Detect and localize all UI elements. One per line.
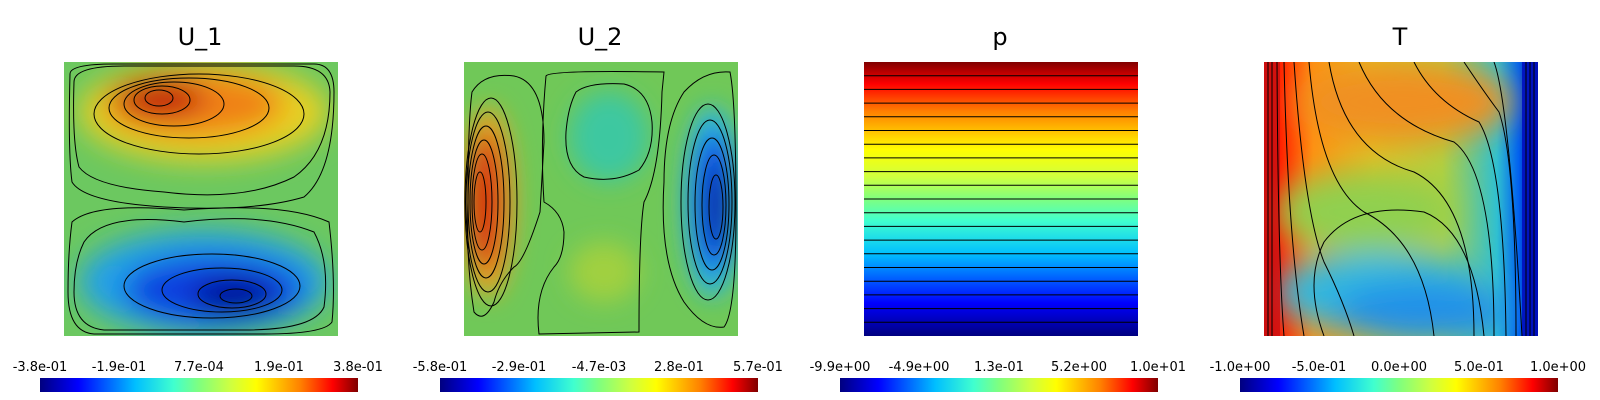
colorbar-tick: -1.9e-01 <box>91 360 147 375</box>
colorbar-tick: 1.0e+00 <box>1529 360 1587 375</box>
colorbar-tick: -1.0e+00 <box>1209 360 1271 375</box>
panel-title: U_1 <box>177 23 223 51</box>
colorbar-tick: 5.2e+00 <box>1050 360 1108 375</box>
colorbar-tick: -4.9e+00 <box>888 360 950 375</box>
colorbar <box>440 378 758 392</box>
colorbar-ticks: -1.0e+00 -5.0e-01 0.0e+00 5.0e-01 1.0e+0… <box>1200 360 1600 378</box>
field-plot-u1 <box>64 62 338 336</box>
panel-u2: U_2 <box>400 0 800 400</box>
panel-title: p <box>992 23 1008 51</box>
colorbar-tick: -9.9e+00 <box>809 360 871 375</box>
colorbar-tick: -4.7e-03 <box>571 360 627 375</box>
colorbar <box>840 378 1158 392</box>
colorbar-tick: -5.8e-01 <box>412 360 468 375</box>
colorbar-tick: 5.0e-01 <box>1454 360 1504 375</box>
colorbar-tick: 5.7e-01 <box>733 360 783 375</box>
colorbar-tick: 7.7e-04 <box>174 360 224 375</box>
colorbar-tick: -3.8e-01 <box>12 360 68 375</box>
panel-t: T <box>1200 0 1600 400</box>
field-plot-u2 <box>464 62 738 336</box>
panel-p: p -9.9e+00 -4.9e+00 1.3e-01 5.2e+00 1.0e… <box>800 0 1200 400</box>
panel-title: U_2 <box>577 23 623 51</box>
colorbar-tick: 1.3e-01 <box>974 360 1024 375</box>
colorbar-tick: -5.0e-01 <box>1291 360 1347 375</box>
colorbar <box>40 378 358 392</box>
field-plot-p <box>864 62 1138 336</box>
colorbar-tick: 1.0e+01 <box>1129 360 1187 375</box>
colorbar-tick: -2.9e-01 <box>491 360 547 375</box>
colorbar-ticks: -5.8e-01 -2.9e-01 -4.7e-03 2.8e-01 5.7e-… <box>400 360 800 378</box>
colorbar-tick: 3.8e-01 <box>333 360 383 375</box>
colorbar-ticks: -9.9e+00 -4.9e+00 1.3e-01 5.2e+00 1.0e+0… <box>800 360 1200 378</box>
panel-u1: U_1 <box>0 0 400 400</box>
colorbar-tick: 1.9e-01 <box>254 360 304 375</box>
colorbar-tick: 0.0e+00 <box>1370 360 1428 375</box>
colorbar <box>1240 378 1558 392</box>
colorbar-tick: 2.8e-01 <box>654 360 704 375</box>
colorbar-ticks: -3.8e-01 -1.9e-01 7.7e-04 1.9e-01 3.8e-0… <box>0 360 400 378</box>
panel-title: T <box>1392 23 1408 51</box>
field-plot-t <box>1264 62 1538 336</box>
